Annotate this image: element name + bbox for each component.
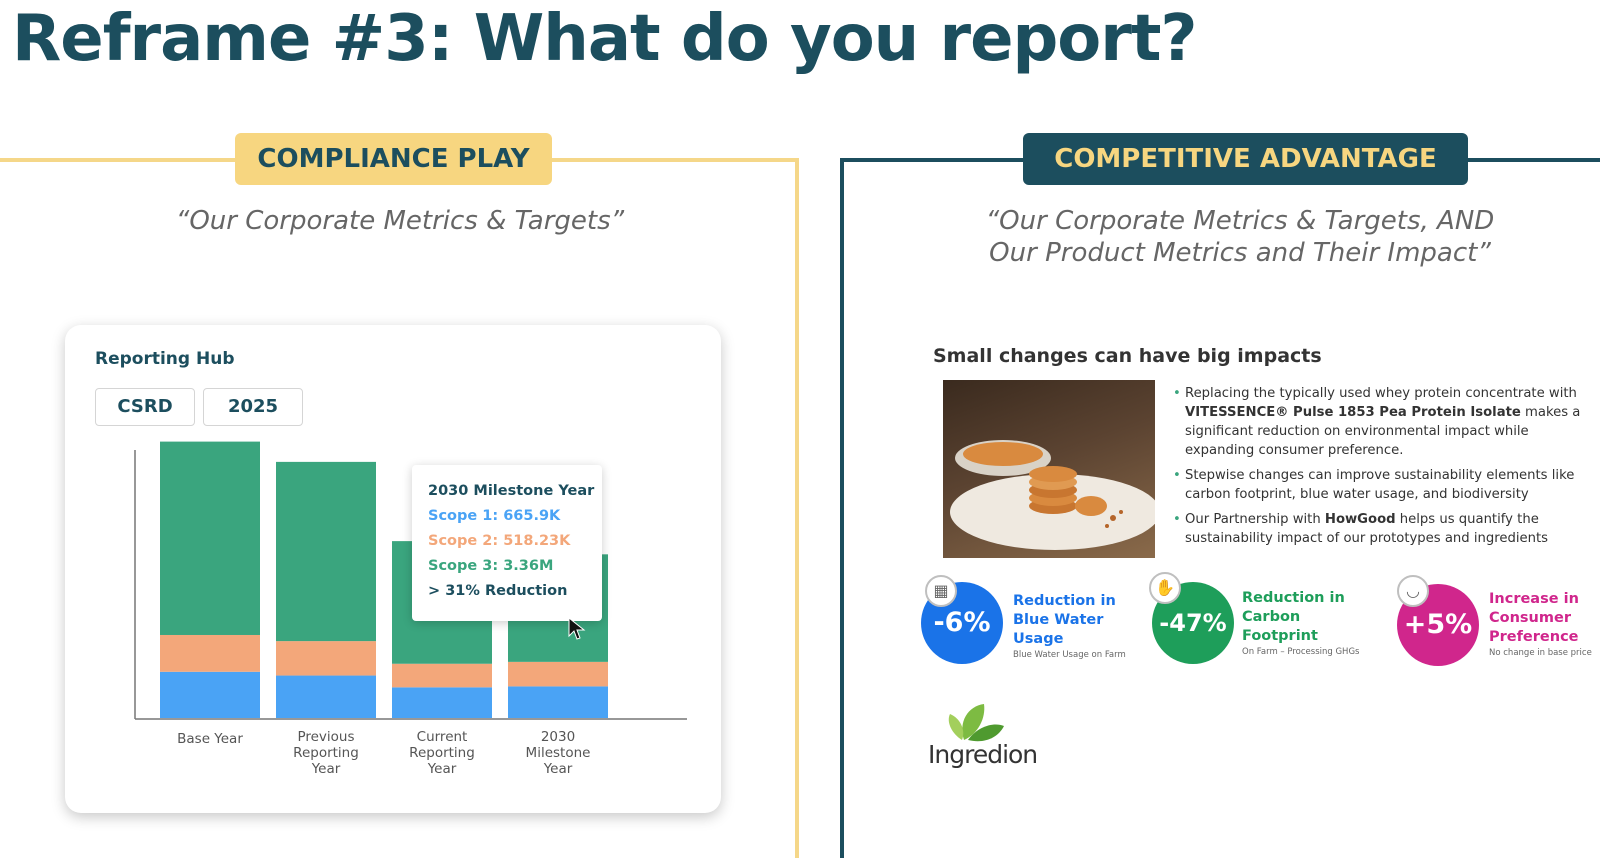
bar-scope-2-3[interactable] bbox=[508, 661, 608, 687]
year-filter-chip[interactable]: 2025 bbox=[203, 388, 303, 426]
stat-label-water: Reduction in Blue Water Usage bbox=[1013, 593, 1116, 647]
csrd-filter-chip[interactable]: CSRD bbox=[95, 388, 195, 426]
bar-scope-1-0[interactable] bbox=[160, 671, 260, 718]
bar-scope-3-1[interactable] bbox=[276, 461, 376, 642]
bullet-item: Our Partnership with HowGood helps us qu… bbox=[1173, 510, 1593, 548]
reporting-hub-title: Reporting Hub bbox=[95, 349, 235, 369]
crackers-product-photo bbox=[943, 380, 1155, 558]
bar-scope-1-2[interactable] bbox=[392, 687, 492, 718]
tooltip-scope-3: Scope 3: 3.36M bbox=[428, 558, 554, 574]
stat-label-carbon: Reduction in Carbon Footprint bbox=[1242, 590, 1345, 644]
stat-sub-preference: No change in base price bbox=[1489, 648, 1592, 658]
emissions-stacked-bar-chart: Base Year Previous Reporting Year Current Rep… bbox=[134, 441, 687, 777]
stat-label-preference: Increase in Consumer Preference bbox=[1489, 591, 1579, 645]
bar-scope-1-3[interactable] bbox=[508, 686, 608, 718]
impact-card-title: Small changes can have big impacts bbox=[933, 345, 1322, 367]
x-tick-label-0: Base Year bbox=[177, 731, 243, 747]
stat-sub-water: Blue Water Usage on Farm bbox=[1013, 650, 1126, 660]
stat-sub-carbon: On Farm – Processing GHGs bbox=[1242, 647, 1360, 657]
bowl-icon: ◡ bbox=[1397, 575, 1429, 607]
bar-scope-3-0[interactable] bbox=[160, 441, 260, 635]
compliance-play-pill: COMPLIANCE PLAY bbox=[235, 133, 552, 185]
bar-scope-2-2[interactable] bbox=[392, 663, 492, 688]
competitive-quote-line-2: Our Product Metrics and Their Impact” bbox=[989, 238, 1491, 268]
ingredion-logo-text: Ingredion bbox=[928, 740, 1038, 769]
competitive-quote-line-1: “Our Corporate Metrics & Targets, AND bbox=[985, 206, 1495, 236]
impact-bullet-list: Replacing the typically used whey protei… bbox=[1173, 384, 1593, 554]
x-tick-label-2: Current Reporting Year bbox=[409, 729, 475, 777]
ingredion-leaf-logo bbox=[948, 704, 1004, 742]
reporting-hub-card: Reporting Hub CSRD 2025 Base Year Previou… bbox=[65, 325, 721, 813]
water-grid-icon: ▦ bbox=[925, 575, 957, 607]
competitive-advantage-pill: COMPETITIVE ADVANTAGE bbox=[1023, 133, 1468, 185]
crackers-illustration bbox=[950, 440, 1155, 550]
compliance-quote: “Our Corporate Metrics & Targets” bbox=[175, 206, 625, 236]
bar-scope-2-1[interactable] bbox=[276, 641, 376, 676]
x-tick-label-3: 2030 Milestone Year bbox=[526, 729, 591, 777]
bullet-item: Replacing the typically used whey protei… bbox=[1173, 384, 1593, 460]
competitive-quote: “Our Corporate Metrics & Targets, AND Ou… bbox=[880, 205, 1600, 269]
chart-tooltip: 2030 Milestone Year Scope 1: 665.9K Scop… bbox=[412, 465, 602, 621]
bar-scope-1-1[interactable] bbox=[276, 675, 376, 718]
hand-plant-icon: ✋ bbox=[1149, 572, 1181, 604]
slide-title: Reframe #3: What do you report? bbox=[12, 2, 1198, 76]
x-tick-label-1: Previous Reporting Year bbox=[293, 729, 359, 777]
bullet-item: Stepwise changes can improve sustainabil… bbox=[1173, 466, 1593, 504]
tooltip-title: 2030 Milestone Year bbox=[428, 483, 595, 499]
tooltip-reduction: > 31% Reduction bbox=[428, 583, 568, 599]
tooltip-scope-2: Scope 2: 518.23K bbox=[428, 533, 571, 549]
mouse-cursor-icon bbox=[568, 617, 586, 640]
tooltip-scope-1: Scope 1: 665.9K bbox=[428, 508, 561, 524]
bar-scope-2-0[interactable] bbox=[160, 634, 260, 672]
